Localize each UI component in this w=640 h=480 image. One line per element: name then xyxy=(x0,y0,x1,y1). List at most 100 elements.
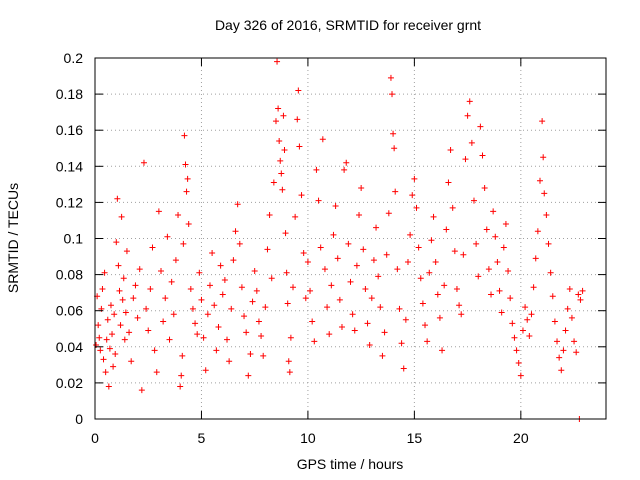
y-tick-label: 0.18 xyxy=(56,86,83,102)
data-point xyxy=(315,197,322,204)
data-point xyxy=(260,352,267,359)
data-point xyxy=(540,154,547,161)
data-point xyxy=(228,305,235,312)
data-point xyxy=(530,284,537,291)
data-point xyxy=(103,336,110,343)
y-tick-label: 0.02 xyxy=(56,375,83,391)
data-point xyxy=(360,246,367,253)
data-point xyxy=(172,257,179,264)
data-point xyxy=(534,228,541,235)
data-point xyxy=(111,311,118,318)
data-point xyxy=(432,258,439,265)
data-point xyxy=(132,282,139,289)
data-point xyxy=(116,287,123,294)
data-point xyxy=(566,286,573,293)
data-point xyxy=(402,316,409,323)
data-point xyxy=(321,266,328,273)
data-point xyxy=(295,87,302,94)
data-point xyxy=(458,311,465,318)
x-tick-label: 15 xyxy=(407,430,423,446)
data-point xyxy=(282,230,289,237)
data-point xyxy=(549,293,556,300)
data-point xyxy=(307,287,314,294)
data-point xyxy=(155,208,162,215)
data-point xyxy=(466,98,473,105)
data-point xyxy=(114,195,121,202)
data-point xyxy=(196,269,203,276)
data-point xyxy=(296,143,303,150)
data-point xyxy=(543,212,550,219)
data-point xyxy=(209,249,216,256)
data-point xyxy=(298,192,305,199)
data-point xyxy=(213,347,220,354)
data-point xyxy=(253,287,260,294)
data-point xyxy=(490,208,497,215)
data-point xyxy=(311,338,318,345)
data-point xyxy=(112,351,119,358)
data-point xyxy=(362,286,369,293)
data-point xyxy=(564,305,571,312)
data-point xyxy=(270,179,277,186)
data-point xyxy=(232,228,239,235)
data-point xyxy=(532,255,539,262)
data-point xyxy=(284,300,291,307)
data-point xyxy=(398,340,405,347)
data-point xyxy=(434,291,441,298)
data-point xyxy=(568,314,575,321)
data-point xyxy=(168,278,175,285)
data-point xyxy=(528,311,535,318)
data-point xyxy=(353,262,360,269)
chart-title: Day 326 of 2016, SRMTID for receiver grn… xyxy=(215,17,481,33)
data-point xyxy=(272,118,279,125)
data-point xyxy=(153,369,160,376)
data-point xyxy=(519,327,526,334)
data-point xyxy=(286,369,293,376)
data-point xyxy=(283,269,290,276)
data-point xyxy=(526,332,533,339)
data-point xyxy=(407,231,414,238)
data-point xyxy=(145,327,152,334)
data-point xyxy=(577,296,584,303)
data-point xyxy=(511,334,518,341)
data-point xyxy=(106,345,113,352)
data-point xyxy=(287,334,294,341)
data-point xyxy=(554,338,561,345)
tick-labels: 0 0.02 0.04 0.06 0.08 0.1 0.12 0.14 0.16 0.18 0.2 0… xyxy=(56,50,529,446)
data-point xyxy=(266,212,273,219)
data-point xyxy=(541,190,548,197)
x-axis-label: GPS time / hours xyxy=(297,456,404,472)
data-point xyxy=(536,177,543,184)
data-point xyxy=(373,224,380,231)
data-point xyxy=(441,282,448,289)
data-point xyxy=(247,351,254,358)
data-point xyxy=(143,305,150,312)
y-tick-label: 0.2 xyxy=(64,50,84,66)
data-point xyxy=(275,105,282,112)
y-tick-label: 0 xyxy=(75,411,83,427)
data-point xyxy=(185,221,192,228)
data-point xyxy=(160,318,167,325)
data-point xyxy=(181,132,188,139)
data-point xyxy=(517,372,524,379)
data-point xyxy=(118,213,125,220)
data-point xyxy=(390,130,397,137)
data-point xyxy=(120,275,127,282)
data-point xyxy=(97,347,104,354)
data-point xyxy=(417,275,424,282)
data-point xyxy=(102,369,109,376)
data-point xyxy=(100,356,107,363)
data-point xyxy=(158,267,165,274)
data-point xyxy=(123,248,130,255)
data-point xyxy=(391,145,398,152)
data-point xyxy=(400,365,407,372)
data-point xyxy=(255,318,262,325)
data-point xyxy=(502,221,509,228)
data-point xyxy=(545,240,552,247)
data-point xyxy=(436,314,443,321)
data-point xyxy=(304,258,311,265)
data-point xyxy=(345,240,352,247)
data-point xyxy=(473,240,480,247)
data-point xyxy=(573,349,580,356)
data-point xyxy=(347,278,354,285)
data-point xyxy=(221,277,228,284)
